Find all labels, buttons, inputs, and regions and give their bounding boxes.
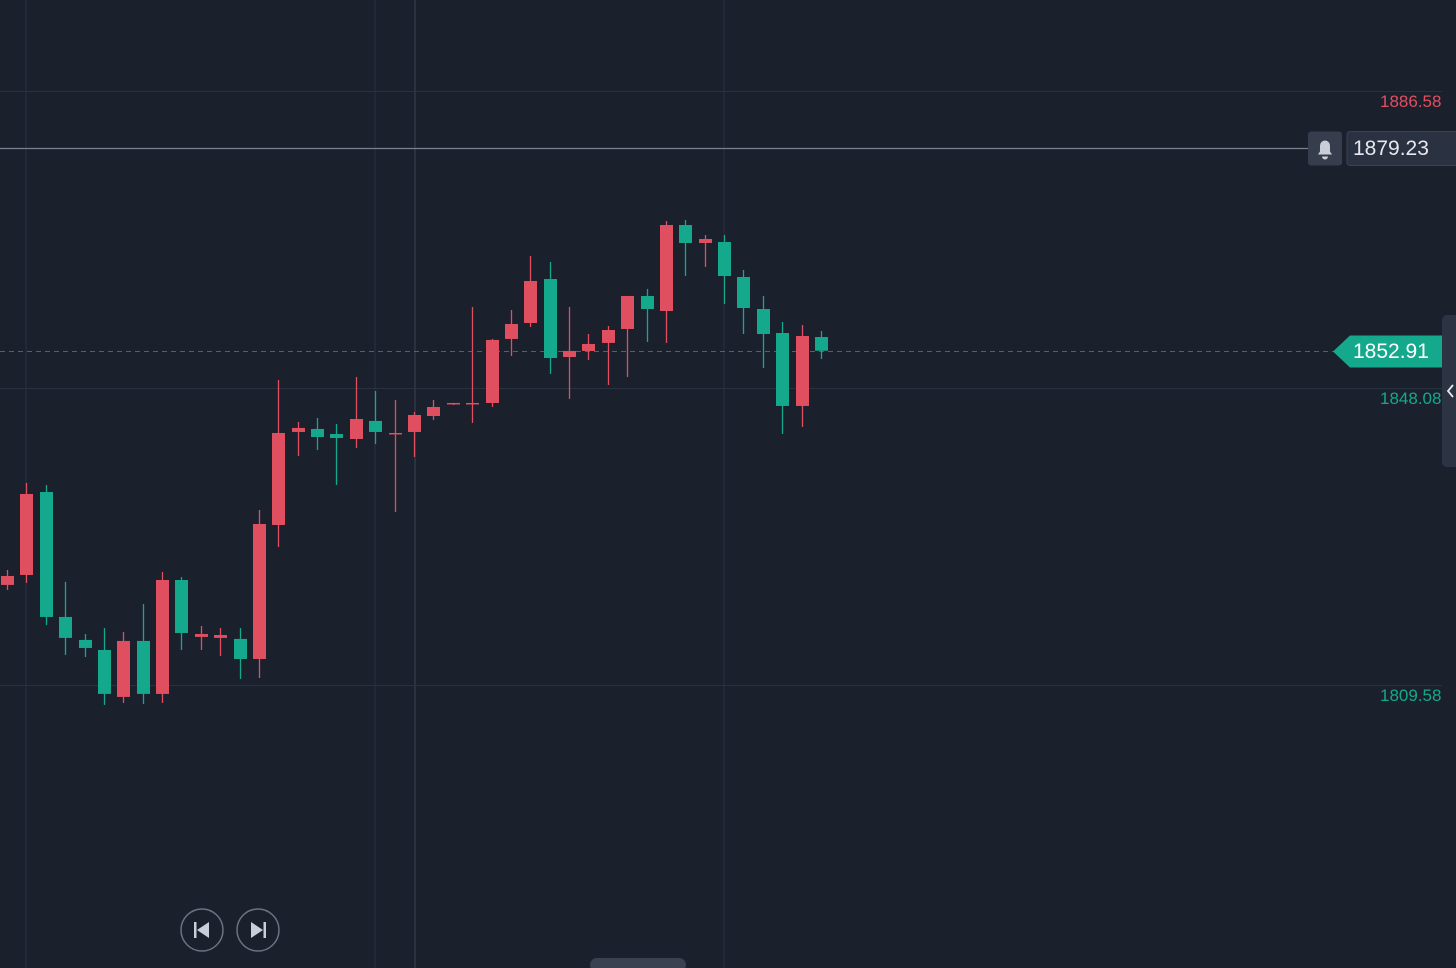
candle-body (757, 309, 770, 335)
alert-bell-button[interactable] (1308, 131, 1342, 166)
candle-body (796, 336, 809, 406)
candle-body (195, 633, 208, 637)
last-price-label: 1852.91 (1353, 340, 1429, 363)
candle-body (544, 279, 557, 358)
candle-body (98, 649, 111, 694)
candle-body (311, 428, 324, 437)
candle-body (524, 281, 537, 323)
candle-body (602, 329, 615, 343)
candle-body (427, 406, 440, 417)
candle-body (641, 295, 654, 310)
candle-body (175, 579, 188, 633)
candle-body (234, 638, 247, 659)
candle-body (776, 333, 789, 406)
candle-body (350, 419, 363, 439)
candle-body (20, 493, 33, 575)
candle-body (369, 420, 382, 432)
candle-body (253, 523, 266, 659)
candle-body (59, 616, 72, 638)
candles (1, 219, 828, 705)
candle-body (466, 402, 479, 405)
candle-body (660, 225, 673, 312)
last-price-tag (1333, 335, 1442, 368)
candle-body (699, 238, 712, 243)
y-tick-label: 1886.58 (1380, 92, 1441, 111)
previous-button[interactable] (180, 908, 224, 952)
candle-body (137, 640, 150, 694)
y-tick-label: 1809.58 (1380, 686, 1441, 705)
candle-body (330, 433, 343, 438)
alert-price-label: 1879.23 (1353, 137, 1429, 160)
bell-icon (1318, 140, 1332, 160)
candle-body (563, 350, 576, 357)
overlay: 1809.58 1848.08 1886.58 1879.23 1852.91 (0, 92, 1456, 705)
candle-body (117, 640, 130, 697)
alert-price-box (1346, 131, 1456, 166)
candle-body (1, 575, 14, 585)
candle-body (447, 402, 460, 405)
candle-body (389, 432, 402, 435)
watermark-logo (590, 958, 686, 968)
candle-body (292, 427, 305, 432)
candle-body (621, 295, 634, 329)
side-panel-toggle[interactable] (1442, 315, 1456, 467)
candle-body (679, 225, 692, 243)
next-button[interactable] (236, 908, 280, 952)
candle-body (156, 579, 169, 694)
candle-body (408, 415, 421, 432)
candle-body (718, 241, 731, 276)
playback-controls (180, 908, 280, 952)
y-tick-label: 1848.08 (1380, 389, 1441, 408)
candle-body (582, 343, 595, 351)
candle-body (815, 337, 828, 351)
grid (0, 91, 1442, 686)
candle-body (737, 277, 750, 309)
candle-body (486, 339, 499, 403)
candle-body (272, 432, 285, 525)
candle-body (79, 639, 92, 648)
candle-body (40, 491, 53, 617)
candle-body (505, 323, 518, 339)
candle-body (214, 634, 227, 638)
